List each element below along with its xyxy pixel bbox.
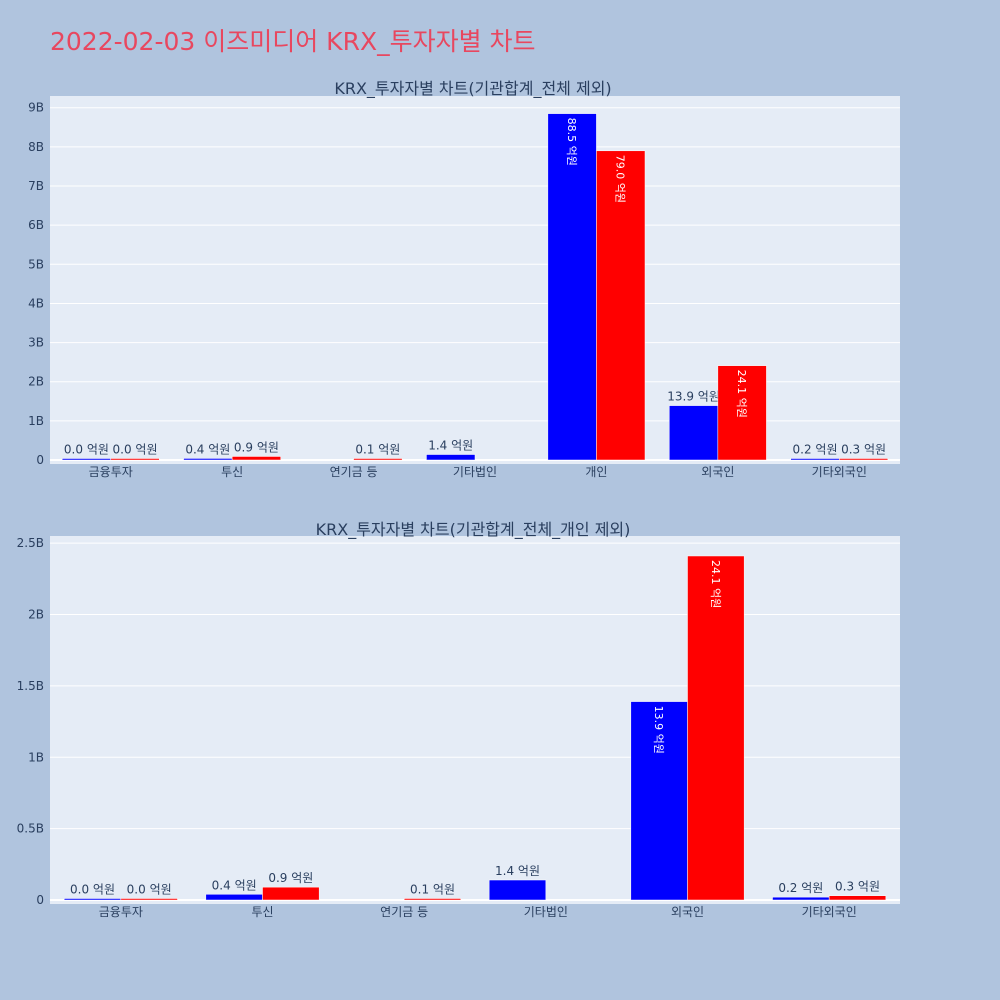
- data-label: 0.4 억원: [185, 442, 230, 456]
- data-label: 0.1 억원: [410, 883, 455, 897]
- y-tick-label: 8B: [28, 140, 44, 154]
- data-label: 0.1 억원: [355, 443, 400, 457]
- x-tick-label: 기타외국인: [812, 465, 867, 479]
- y-tick-label: 1.5B: [17, 679, 44, 693]
- bar: [110, 458, 160, 461]
- chart-2: 0 0.5B 1B 1.5B 2B 2.5B KRX_투자자별 차트(기관합계_전체_개인 …: [17, 520, 900, 919]
- data-label: 24.1 억원: [735, 370, 748, 418]
- bar: [790, 458, 840, 461]
- x-tick-label: 투신: [221, 465, 243, 479]
- bar: [120, 898, 178, 901]
- y-tick-label: 0.5B: [17, 822, 44, 836]
- y-tick-label: 5B: [28, 257, 44, 271]
- bar: [231, 456, 281, 461]
- bar: [262, 886, 320, 901]
- y-tick-label: 3B: [28, 336, 44, 350]
- y-tick-label: 2B: [28, 608, 44, 622]
- bar: [426, 454, 476, 461]
- x-tick-label: 외국인: [701, 465, 734, 479]
- y-tick-label: 4B: [28, 296, 44, 310]
- bar: [717, 365, 767, 461]
- y-tick-label: 0: [36, 893, 44, 907]
- bar: [687, 555, 745, 901]
- bar: [61, 458, 111, 461]
- bar: [183, 458, 233, 461]
- data-label: 24.1 억원: [709, 560, 722, 608]
- x-tick-label: 연기금 등: [380, 905, 428, 919]
- data-label: 0.0 억원: [113, 443, 158, 457]
- x-tick-label: 기타법인: [524, 905, 568, 919]
- data-label: 1.4 억원: [428, 439, 473, 453]
- data-label: 88.5 억원: [565, 118, 578, 166]
- bar: [547, 113, 597, 461]
- data-label: 13.9 억원: [667, 390, 720, 404]
- x-tick-label: 금융투자: [99, 905, 143, 919]
- data-label: 0.2 억원: [793, 443, 838, 457]
- chart-title: KRX_투자자별 차트(기관합계_전체 제외): [334, 79, 611, 99]
- data-label: 0.9 억원: [268, 871, 313, 885]
- bar: [828, 895, 887, 901]
- x-tick-label: 금융투자: [89, 465, 133, 479]
- plot-area: [50, 96, 900, 464]
- y-tick-label: 2B: [28, 375, 44, 389]
- bar: [205, 894, 263, 901]
- data-label: 0.2 억원: [778, 881, 823, 895]
- bar: [353, 458, 403, 461]
- chart-title: KRX_투자자별 차트(기관합계_전체_개인 제외): [316, 520, 631, 540]
- y-tick-label: 7B: [28, 179, 44, 193]
- data-label: 0.0 억원: [64, 443, 109, 457]
- y-tick-label: 1B: [28, 414, 44, 428]
- y-tick-label: 1B: [28, 750, 44, 764]
- bar: [669, 405, 719, 461]
- data-label: 79.0 억원: [614, 155, 627, 203]
- data-label: 0.0 억원: [70, 883, 115, 897]
- x-tick-label: 외국인: [671, 905, 704, 919]
- bar: [403, 898, 462, 901]
- x-tick-label: 연기금 등: [330, 465, 378, 479]
- plot-area: [50, 536, 900, 904]
- x-tick-label: 기타외국인: [802, 905, 857, 919]
- bar: [772, 896, 830, 901]
- y-tick-label: 6B: [28, 218, 44, 232]
- page-title: 2022-02-03 이즈미디어 KRX_투자자별 차트: [50, 27, 536, 56]
- x-tick-label: 개인: [585, 465, 607, 479]
- y-tick-label: 2.5B: [17, 536, 44, 550]
- bar: [839, 458, 889, 461]
- y-tick-label: 0: [36, 453, 44, 467]
- x-tick-label: 기타법인: [453, 465, 497, 479]
- chart-1: 0 1B 2B 3B 4B 5B 6B 7B 8B 9B KRX_투자자별 차트(기관합계_전체 제…: [28, 79, 900, 479]
- bar: [630, 701, 688, 901]
- bar: [596, 150, 646, 461]
- data-label: 0.0 억원: [127, 883, 172, 897]
- data-label: 0.9 억원: [234, 440, 279, 454]
- x-tick-label: 투신: [251, 905, 273, 919]
- data-label: 0.3 억원: [841, 443, 886, 457]
- bar: [488, 879, 547, 901]
- data-label: 13.9 억원: [652, 706, 665, 754]
- data-label: 1.4 억원: [495, 864, 540, 878]
- y-tick-label: 9B: [28, 101, 44, 115]
- data-label: 0.4 억원: [212, 878, 257, 892]
- bar: [63, 898, 122, 901]
- data-label: 0.3 억원: [835, 880, 880, 894]
